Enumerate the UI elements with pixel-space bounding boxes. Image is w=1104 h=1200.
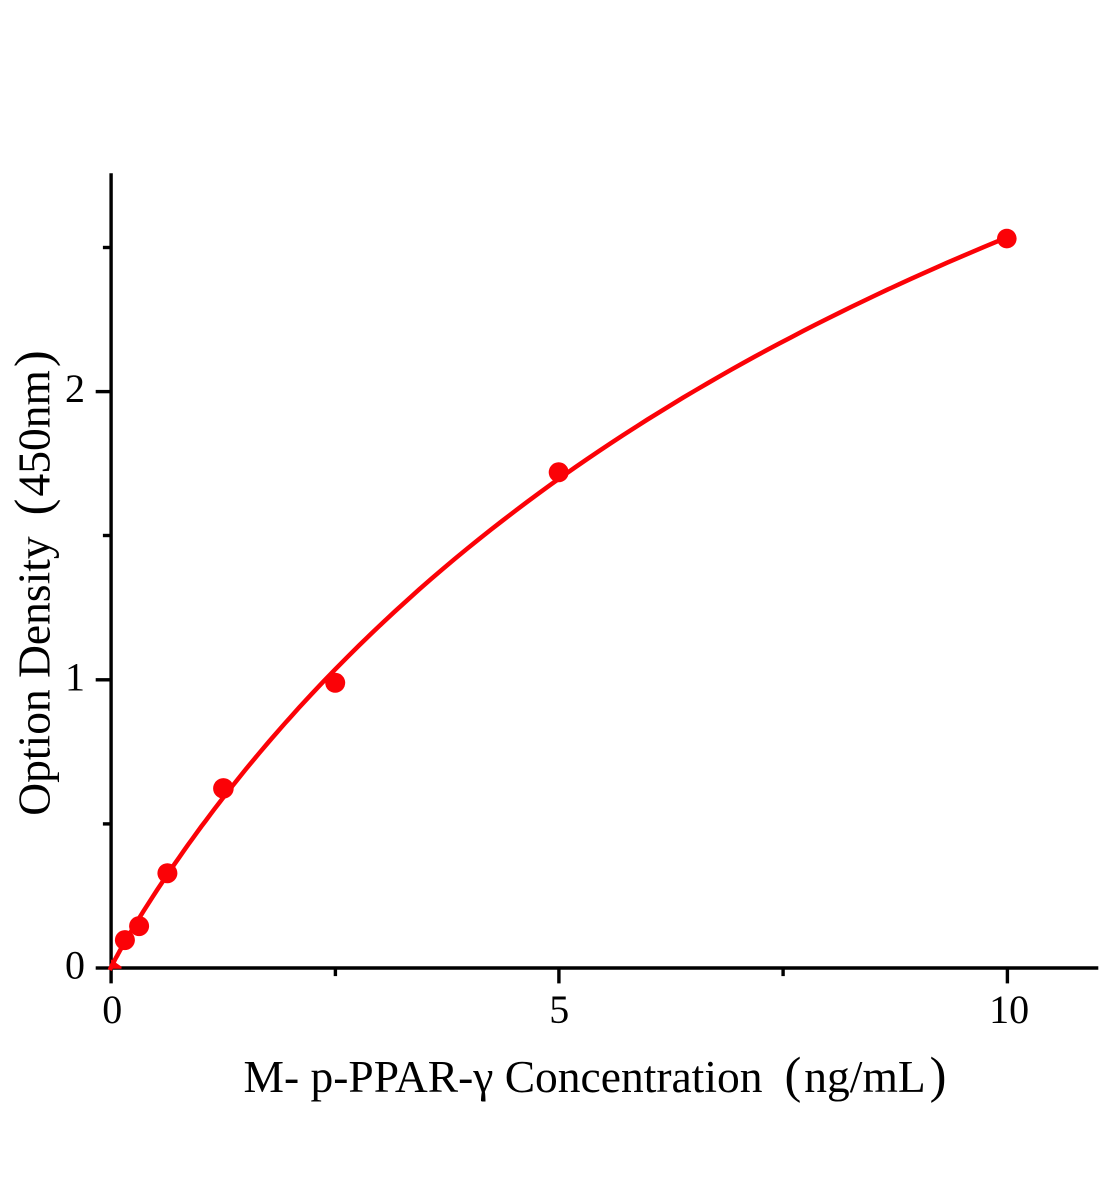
svg-text:0: 0 xyxy=(65,943,85,988)
svg-text:0: 0 xyxy=(102,987,122,1032)
svg-text:M- p-PPAR-γ Concentration(ng/m: M- p-PPAR-γ Concentration (ng/mL) xyxy=(244,1047,947,1103)
svg-text:10: 10 xyxy=(989,987,1029,1032)
svg-text:5: 5 xyxy=(549,987,569,1032)
svg-text:1: 1 xyxy=(65,655,85,700)
svg-text:Option Density(450nm): Option Density(450nm) xyxy=(5,350,61,815)
svg-text:2: 2 xyxy=(65,366,85,411)
